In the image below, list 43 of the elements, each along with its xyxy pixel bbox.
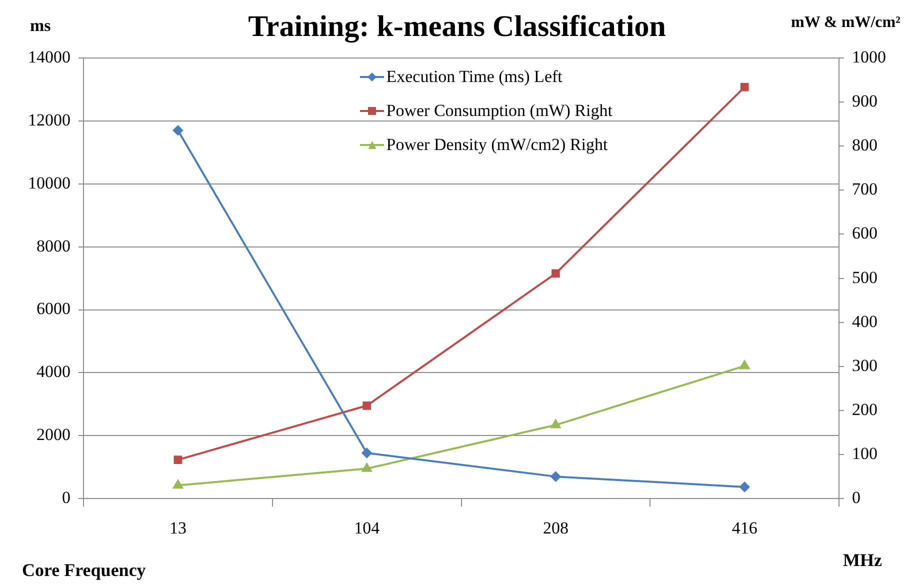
y-tick-label: 4000	[36, 362, 70, 382]
point	[173, 480, 183, 489]
y-tick-label: 14000	[28, 47, 70, 66]
x-tick-label: 104	[354, 518, 380, 538]
y2-tick-label: 500	[852, 268, 878, 287]
legend-label: Execution Time (ms) Left	[386, 67, 562, 87]
x-tick-label: 416	[732, 518, 758, 538]
y-tick-label: 2000	[36, 425, 70, 444]
point	[362, 448, 372, 458]
y2-tick-label: 600	[852, 224, 878, 243]
y2-tick-label: 700	[852, 180, 878, 199]
point	[362, 463, 372, 472]
point	[552, 269, 560, 278]
point	[740, 482, 750, 492]
y-tick-label: 6000	[36, 299, 70, 318]
x-tick-label: 13	[169, 518, 186, 538]
point	[550, 472, 561, 482]
point	[172, 125, 183, 136]
chart-title: Training: k-means Classification	[248, 10, 666, 43]
y2-tick-label: 300	[852, 356, 878, 375]
legend-label: Power Density (mW/cm2) Right	[386, 135, 608, 155]
y-tick-label: 8000	[36, 236, 70, 256]
x-axis-title: Core Frequency	[22, 560, 146, 581]
legend-label: Power Consumption (mW) Right	[386, 101, 612, 121]
y2-tick-label: 200	[852, 400, 878, 419]
y-tick-label: 0	[62, 488, 70, 508]
y-tick-label: 10000	[28, 173, 70, 192]
x-tick-label: 208	[542, 518, 568, 538]
y-tick-label: 12000	[28, 110, 70, 130]
y2-axis-title: mW & mW/cm²	[791, 14, 900, 32]
point	[740, 82, 749, 92]
y2-tick-label: 400	[852, 312, 878, 331]
point	[740, 360, 750, 370]
y2-tick-label: 0	[852, 488, 860, 508]
point	[362, 401, 371, 410]
y2-tick-label: 100	[852, 444, 878, 464]
point	[550, 420, 561, 428]
y2-tick-label: 900	[852, 92, 878, 111]
text: MHz	[843, 550, 882, 571]
y-axis-title: ms	[30, 16, 51, 36]
point	[174, 456, 182, 464]
y2-tick-label: 800	[852, 136, 878, 155]
y2-tick-label: 1000	[852, 47, 886, 66]
